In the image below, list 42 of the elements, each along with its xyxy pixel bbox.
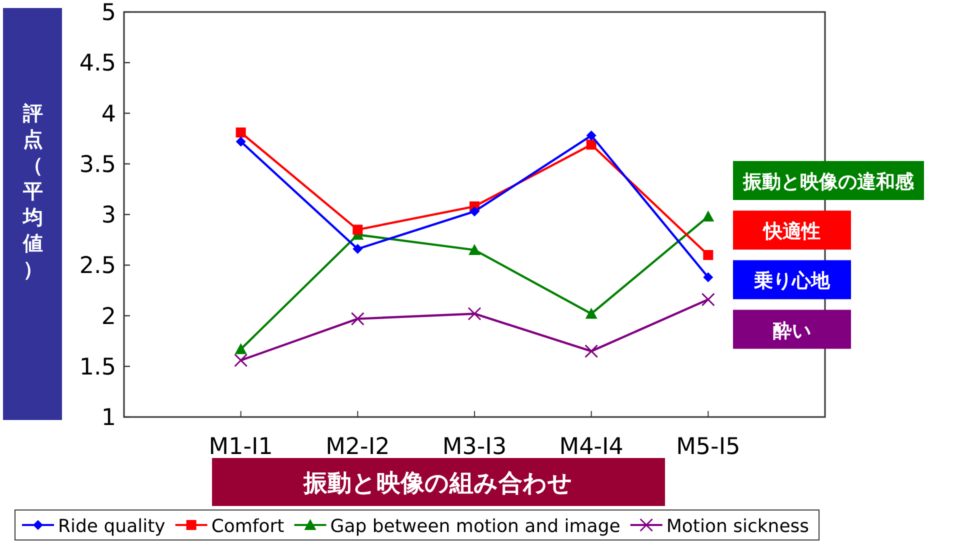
y-tick-label: 4.5 [79,50,116,77]
y-tick-label: 1.5 [79,354,116,380]
point [236,127,246,138]
x-axis-title: 振動と映像の組み合わせ [302,469,572,497]
point [702,210,714,222]
annotation: 快適性 [762,220,820,243]
y-tick-label: 2.5 [79,253,116,280]
x-tick-label: M3-I3 [442,434,507,460]
annotation: 乗り心地 [753,270,831,292]
x-tick-label: M1-I1 [208,434,273,460]
legend-label: Ride quality [58,516,166,537]
point [468,306,482,320]
x-tick-label: M5-I5 [676,434,740,460]
point [470,206,480,216]
legend-label: Comfort [211,516,284,537]
y-tick-label: 3.5 [79,152,116,178]
y-tick-label: 5 [101,0,116,26]
y-tick-label: 3 [101,202,116,228]
point [703,272,714,282]
point [234,343,247,354]
x-tick-label: M2-I2 [326,434,390,460]
point [468,244,480,255]
y-axis-title: 評点（平均値） [22,101,43,281]
point [701,292,715,306]
point [586,140,596,150]
y-tick-label: 2 [101,304,116,330]
point [234,354,248,368]
legend-label: Motion sickness [666,516,810,537]
point [350,312,364,326]
legend-label: Gap between motion and image [330,516,620,537]
annotation: 振動と映像の違和感 [742,171,915,193]
annotation: 酔い [773,320,811,342]
x-tick-label: M4-I4 [559,434,624,460]
point [585,308,598,319]
y-tick-label: 1 [101,405,116,431]
point [703,250,714,260]
point [352,224,363,235]
point [586,130,596,141]
point [584,344,598,358]
point [236,136,246,147]
point [352,244,363,254]
y-tick-label: 4 [101,101,116,128]
